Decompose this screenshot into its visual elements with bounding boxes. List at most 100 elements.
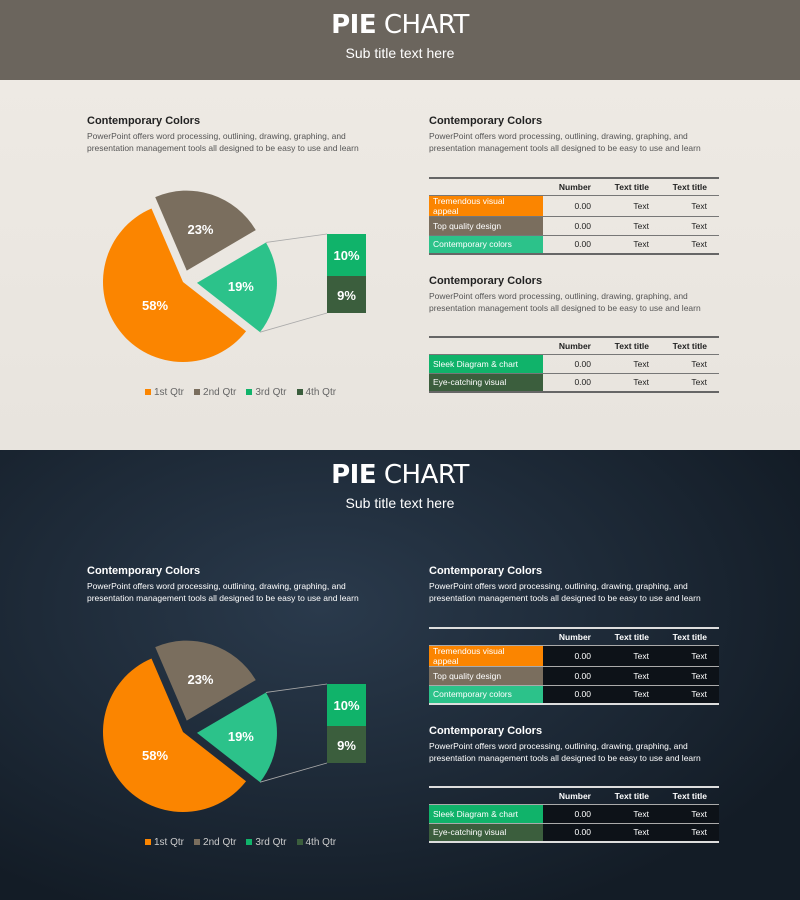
table-cell: Text	[691, 220, 707, 231]
legend-swatch	[194, 839, 201, 845]
column-header: Text title	[672, 791, 707, 801]
table-cell: Text	[661, 823, 719, 842]
table-cell: Text	[603, 645, 661, 667]
row-label: Contemporary colors	[429, 235, 543, 254]
row-label: Contemporary colors	[429, 685, 543, 704]
pie-slice	[103, 658, 247, 812]
table-row: Top quality design 0.00 Text Text	[429, 216, 719, 235]
data-label: 58%	[142, 298, 168, 313]
legend-item: 1st Qtr	[145, 837, 184, 848]
table-row: Contemporary colors 0.00 Text Text	[429, 685, 719, 704]
legend-swatch	[194, 389, 201, 395]
table-cell: Text	[633, 201, 649, 211]
legend-item: 2nd Qtr	[194, 837, 236, 848]
column-header: Text title	[614, 632, 649, 642]
table-cell: 0.00	[574, 239, 591, 249]
bar-segment-3rd-qtr	[327, 234, 366, 276]
table-cell: 0.00	[543, 685, 603, 704]
legend-label: 4th Qtr	[305, 387, 337, 398]
column-header: Text title	[672, 632, 707, 642]
connector-line	[259, 762, 328, 783]
data-label: 23%	[187, 222, 213, 237]
legend-label: 1st Qtr	[154, 387, 185, 398]
table-cell: Text	[691, 358, 707, 369]
block-text: PowerPoint offers word processing, outli…	[429, 291, 701, 313]
legend-swatch	[145, 389, 151, 395]
table-cell: 0.00	[543, 666, 603, 685]
row-label: Tremendous visual appeal	[429, 645, 543, 667]
pie-slice	[103, 208, 247, 362]
legend-item: 4th Qtr	[296, 387, 337, 398]
block-text: PowerPoint offers word processing, outli…	[429, 581, 701, 603]
legend: 1st Qtr 2nd Qtr 3rd Qtr 4th Qtr	[145, 387, 336, 398]
table-cell: 0.00	[543, 645, 603, 667]
legend-label: 2nd Qtr	[203, 387, 237, 398]
slide-dark: PIE CHART Sub title text here Contemporary…	[0, 450, 800, 900]
table-cell: Text	[633, 377, 649, 387]
block-text: PowerPoint offers word processing, outli…	[87, 131, 359, 153]
legend-swatch	[296, 839, 303, 845]
data-label: 9%	[337, 738, 356, 753]
block-heading: Contemporary Colors	[429, 565, 543, 577]
table-cell: Text	[661, 804, 719, 823]
block-text: PowerPoint offers word processing, outli…	[87, 581, 359, 603]
table-row: Sleek Diagram & chart 0.00 Text Text	[429, 354, 719, 373]
table-cell: Text	[633, 358, 649, 369]
block-heading: Contemporary Colors	[87, 565, 201, 577]
row-label: Sleek Diagram & chart	[429, 804, 543, 823]
pie-slice	[196, 692, 277, 783]
text-block: Contemporary Colors PowerPoint offers wor…	[429, 565, 729, 604]
row-label: Sleek Diagram & chart	[429, 354, 543, 373]
bar-segment-3rd-qtr	[327, 684, 366, 726]
block-text: PowerPoint offers word processing, outli…	[429, 741, 701, 763]
text-block: Contemporary Colors PowerPoint offers wor…	[87, 115, 387, 154]
data-table: Number Text title Text title Sleek Diagram …	[429, 336, 719, 393]
table-cell: 0.00	[574, 377, 591, 387]
table-row: Eye-catching visual 0.00 Text Text	[429, 823, 719, 842]
legend-item: 4th Qtr	[296, 837, 337, 848]
table-cell: Text	[603, 823, 661, 842]
table-cell: Text	[603, 804, 661, 823]
legend-label: 3rd Qtr	[255, 387, 287, 398]
pie-slice	[155, 190, 256, 271]
table-cell: 0.00	[574, 220, 591, 231]
data-table: Number Text title Text title Tremendous vis…	[429, 627, 719, 705]
table-cell: 0.00	[543, 823, 603, 842]
table-cell: Text	[633, 220, 649, 231]
table-cell: 0.00	[574, 201, 591, 211]
header: PIE CHART Sub title text here	[0, 0, 800, 80]
column-header: Number	[558, 341, 591, 351]
column-header: Text title	[614, 182, 649, 192]
slide-light: PIE CHART Sub title text here Contemporary…	[0, 0, 800, 450]
header: PIE CHART Sub title text here	[0, 450, 800, 530]
page-title: PIE CHART	[331, 460, 469, 490]
pie-slice	[155, 640, 256, 721]
row-label: Tremendous visual appeal	[429, 195, 543, 217]
legend-item: 3rd Qtr	[246, 837, 287, 848]
data-label: 19%	[228, 279, 254, 294]
data-label: 9%	[337, 288, 356, 303]
table-row: Eye-catching visual 0.00 Text Text	[429, 373, 719, 392]
row-label: Eye-catching visual	[429, 823, 543, 842]
column-header: Text title	[672, 341, 707, 351]
connector-line	[265, 683, 328, 693]
block-heading: Contemporary Colors	[429, 275, 543, 287]
data-label: 10%	[333, 248, 359, 263]
pie-chart: 58% 23% 19% 10% 9%	[103, 640, 366, 812]
text-block: Contemporary Colors PowerPoint offers wor…	[429, 275, 729, 314]
table-row: Sleek Diagram & chart 0.00 Text Text	[429, 804, 719, 823]
block-heading: Contemporary Colors	[87, 115, 201, 127]
table-row: Tremendous visual appeal 0.00 Text Text	[429, 645, 719, 667]
pie-slice	[196, 242, 277, 333]
row-label: Eye-catching visual	[429, 373, 543, 392]
column-header: Text title	[614, 791, 649, 801]
subtitle: Sub title text here	[345, 45, 455, 61]
legend-label: 1st Qtr	[154, 837, 185, 848]
legend-swatch	[145, 839, 151, 845]
table-cell: Text	[691, 377, 707, 387]
table-cell: 0.00	[543, 804, 603, 823]
table-cell: Text	[603, 685, 661, 704]
table-cell: Text	[633, 239, 649, 249]
legend-label: 4th Qtr	[305, 837, 337, 848]
legend-item: 2nd Qtr	[194, 387, 236, 398]
